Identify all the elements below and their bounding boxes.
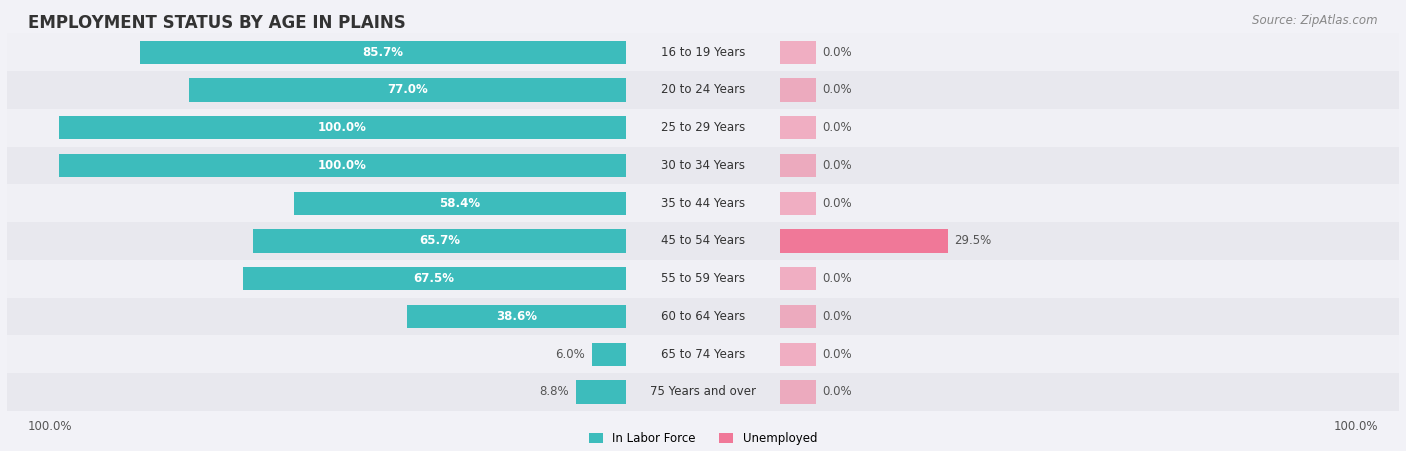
Text: 65 to 74 Years: 65 to 74 Years — [661, 348, 745, 361]
Text: 75 Years and over: 75 Years and over — [650, 386, 756, 399]
Text: 0.0%: 0.0% — [823, 272, 852, 285]
Bar — [780, 116, 815, 139]
Text: 100.0%: 100.0% — [1333, 420, 1378, 433]
Bar — [780, 78, 815, 101]
Bar — [7, 336, 1399, 373]
Text: 0.0%: 0.0% — [823, 83, 852, 97]
Bar — [188, 78, 626, 101]
Bar — [294, 192, 626, 215]
Bar — [7, 33, 1399, 71]
Text: 0.0%: 0.0% — [823, 159, 852, 172]
Text: 67.5%: 67.5% — [413, 272, 454, 285]
Bar — [7, 222, 1399, 260]
Bar — [7, 373, 1399, 411]
Text: 58.4%: 58.4% — [440, 197, 481, 210]
Text: 0.0%: 0.0% — [823, 121, 852, 134]
Bar — [7, 260, 1399, 298]
Text: 0.0%: 0.0% — [823, 197, 852, 210]
Text: 77.0%: 77.0% — [387, 83, 427, 97]
Bar — [243, 267, 626, 290]
Bar — [7, 184, 1399, 222]
Text: 16 to 19 Years: 16 to 19 Years — [661, 46, 745, 59]
Text: 100.0%: 100.0% — [28, 420, 73, 433]
Text: 0.0%: 0.0% — [823, 386, 852, 399]
Bar — [406, 305, 626, 328]
Text: 55 to 59 Years: 55 to 59 Years — [661, 272, 745, 285]
Text: 30 to 34 Years: 30 to 34 Years — [661, 159, 745, 172]
Text: 60 to 64 Years: 60 to 64 Years — [661, 310, 745, 323]
Bar — [780, 380, 815, 404]
Bar — [7, 71, 1399, 109]
Text: 100.0%: 100.0% — [318, 159, 367, 172]
Text: 6.0%: 6.0% — [555, 348, 585, 361]
Bar — [139, 41, 626, 64]
Text: Source: ZipAtlas.com: Source: ZipAtlas.com — [1253, 14, 1378, 27]
Bar — [592, 342, 626, 366]
Text: 38.6%: 38.6% — [496, 310, 537, 323]
Bar — [59, 116, 626, 139]
Text: 85.7%: 85.7% — [363, 46, 404, 59]
Bar — [780, 342, 815, 366]
Bar — [253, 229, 626, 253]
Bar — [59, 154, 626, 177]
Bar — [7, 147, 1399, 184]
Text: 25 to 29 Years: 25 to 29 Years — [661, 121, 745, 134]
Text: 0.0%: 0.0% — [823, 310, 852, 323]
Text: 8.8%: 8.8% — [540, 386, 569, 399]
Text: 100.0%: 100.0% — [318, 121, 367, 134]
Text: 35 to 44 Years: 35 to 44 Years — [661, 197, 745, 210]
Text: 29.5%: 29.5% — [955, 235, 991, 248]
Bar — [780, 41, 815, 64]
Legend: In Labor Force, Unemployed: In Labor Force, Unemployed — [583, 427, 823, 450]
Bar — [7, 109, 1399, 147]
Text: 65.7%: 65.7% — [419, 235, 460, 248]
Text: 20 to 24 Years: 20 to 24 Years — [661, 83, 745, 97]
Bar — [780, 267, 815, 290]
Bar — [780, 305, 815, 328]
Bar — [780, 192, 815, 215]
Bar — [7, 298, 1399, 336]
Text: 0.0%: 0.0% — [823, 46, 852, 59]
Text: 45 to 54 Years: 45 to 54 Years — [661, 235, 745, 248]
Text: 0.0%: 0.0% — [823, 348, 852, 361]
Text: EMPLOYMENT STATUS BY AGE IN PLAINS: EMPLOYMENT STATUS BY AGE IN PLAINS — [28, 14, 406, 32]
Bar — [575, 380, 626, 404]
Bar — [780, 229, 948, 253]
Bar — [780, 154, 815, 177]
